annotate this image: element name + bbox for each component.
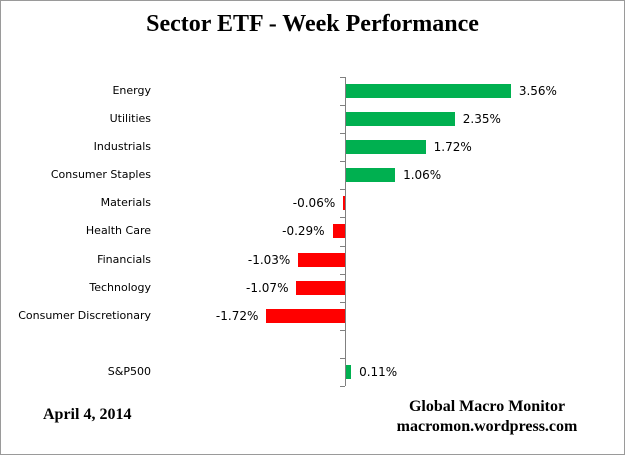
tick-mark: [340, 357, 345, 359]
tick-mark: [340, 77, 345, 78]
value-label: -0.06%: [292, 196, 336, 211]
bar: [298, 252, 346, 267]
category-label: Technology: [89, 280, 151, 294]
bar: [346, 84, 511, 99]
tick-mark: [340, 385, 345, 387]
tick-mark: [340, 161, 345, 163]
footer-source: Global Macro Monitor macromon.wordpress.…: [352, 397, 622, 437]
tick-mark: [340, 329, 345, 331]
category-label: Health Care: [85, 224, 151, 238]
value-label: -1.07%: [246, 280, 289, 295]
value-label: -1.03%: [247, 252, 291, 267]
tick-mark: [340, 245, 345, 247]
bar: [296, 280, 346, 295]
bar: [332, 224, 346, 239]
category-label: S&P500: [107, 364, 151, 378]
category-label: Industrials: [93, 140, 151, 154]
value-label: 1.06%: [403, 168, 442, 183]
category-label: Financials: [97, 252, 151, 266]
value-label: 2.35%: [462, 112, 501, 127]
tick-mark: [340, 217, 345, 219]
value-label: 3.56%: [518, 84, 557, 98]
footer-date: April 4, 2014: [43, 406, 132, 423]
tick-mark: [340, 273, 345, 275]
bar: [343, 196, 346, 211]
value-label: -0.29%: [282, 224, 325, 239]
value-label: 0.11%: [359, 364, 398, 379]
footer-source-line2: macromon.wordpress.com: [396, 418, 578, 435]
bar: [346, 112, 455, 127]
category-label: Energy: [112, 84, 151, 97]
bar: [346, 364, 352, 379]
footer-source-line1: Global Macro Monitor: [408, 398, 566, 415]
tick-mark: [340, 105, 345, 107]
category-label: Consumer Discretionary: [18, 308, 151, 322]
category-label: Materials: [100, 196, 151, 210]
tick-mark: [340, 133, 345, 135]
bar: [346, 140, 426, 155]
value-label: 1.72%: [433, 140, 472, 155]
tick-mark: [340, 301, 345, 303]
bar: [266, 308, 346, 323]
axis-line: [345, 77, 346, 386]
chart-title: Sector ETF - Week Performance: [146, 11, 479, 37]
category-label: Utilities: [109, 112, 151, 126]
bar: [346, 168, 396, 183]
value-label: -1.72%: [215, 308, 259, 323]
tick-mark: [340, 189, 345, 191]
category-label: Consumer Staples: [50, 168, 151, 182]
